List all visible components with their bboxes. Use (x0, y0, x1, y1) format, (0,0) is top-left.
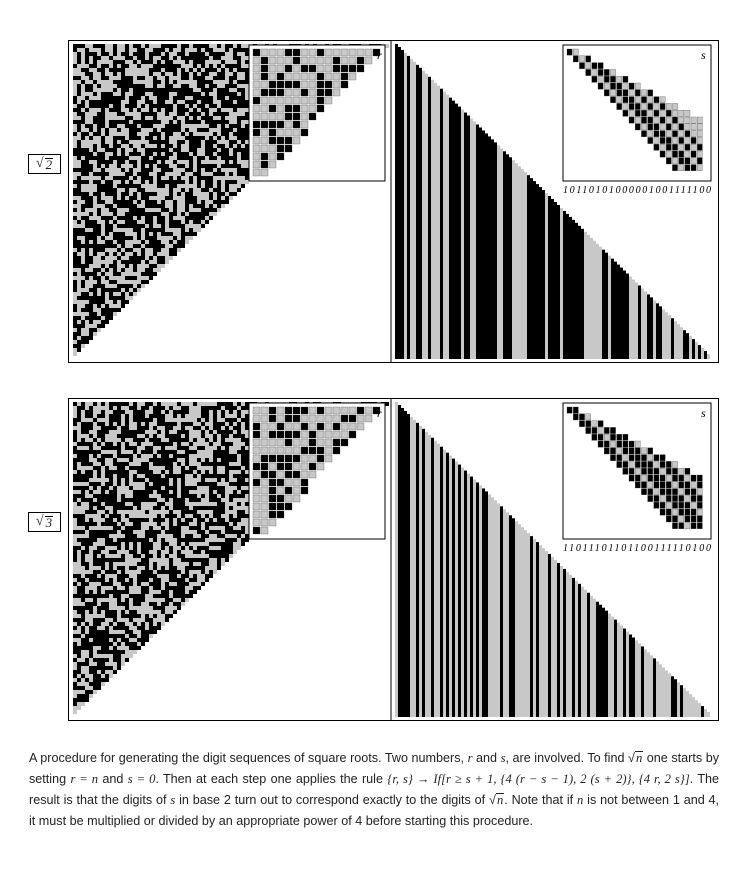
caption-var-r: r (467, 751, 473, 765)
caption-text-4: one starts by setting (29, 751, 719, 786)
caption-sqrt-n2: √ n (489, 793, 505, 807)
sqrt3-label: √ 3 (28, 512, 61, 532)
s-inset-label: s (701, 48, 706, 62)
s-digit-string: 11011101101100111110100 (563, 543, 711, 554)
caption-text-2: , are involved. (505, 751, 585, 765)
caption-rule: {r, s} → If[r ≥ s + 1, {4 (r − s − 1), 2… (387, 772, 690, 786)
caption-var-n-b: n (495, 793, 505, 807)
caption-text-3: To find (587, 751, 625, 765)
r-inset-label: r (377, 406, 382, 420)
sqrt3-figure-svg: r s 11011101101100111110100 (73, 399, 712, 720)
caption-sqrt-n: √ n (628, 751, 644, 765)
s-evolution-pattern (395, 44, 710, 360)
caption-text-7: in base 2 turn out to correspond exactly… (179, 793, 486, 807)
caption-text-1: A procedure for generating the digit seq… (29, 751, 465, 765)
caption-text-9: is not between 1 and 4, it must be multi… (29, 793, 720, 828)
r-inset-label: r (377, 48, 382, 62)
s-digit-string: 10110101000001001111100 (563, 185, 711, 196)
s-inset: s 10110101000001001111100 (562, 44, 712, 196)
caption-r-eq-n: r = n (70, 772, 99, 786)
sqrt3-figure: r s 11011101101100111110100 (68, 398, 719, 721)
s-evolution-pattern (395, 402, 710, 717)
sqrt2-figure: r s 10110101000001001111100 (68, 40, 719, 363)
caption-text-6: . The result is that the digits of (29, 772, 720, 807)
caption-var-s: s (500, 751, 506, 765)
caption-s-eq-0: s = 0 (127, 772, 156, 786)
r-inset: r (248, 402, 386, 540)
figure-caption: A procedure for generating the digit seq… (29, 748, 719, 832)
caption-text-and2: and (102, 772, 124, 786)
s-inset: s 11011101101100111110100 (562, 402, 712, 554)
sqrt2-label: √ 2 (28, 154, 61, 174)
caption-text-5: . Then at each step one applies the rule (155, 772, 383, 786)
caption-var-n2: n (577, 793, 584, 807)
caption-var-s2: s (170, 793, 176, 807)
r-inset: r (248, 44, 386, 182)
caption-text-and: and (476, 751, 498, 765)
caption-text-8: . Note that if (504, 793, 574, 807)
caption-var-n: n (634, 751, 644, 765)
sqrt2-figure-svg: r s 10110101000001001111100 (73, 41, 712, 362)
s-inset-label: s (701, 406, 706, 420)
